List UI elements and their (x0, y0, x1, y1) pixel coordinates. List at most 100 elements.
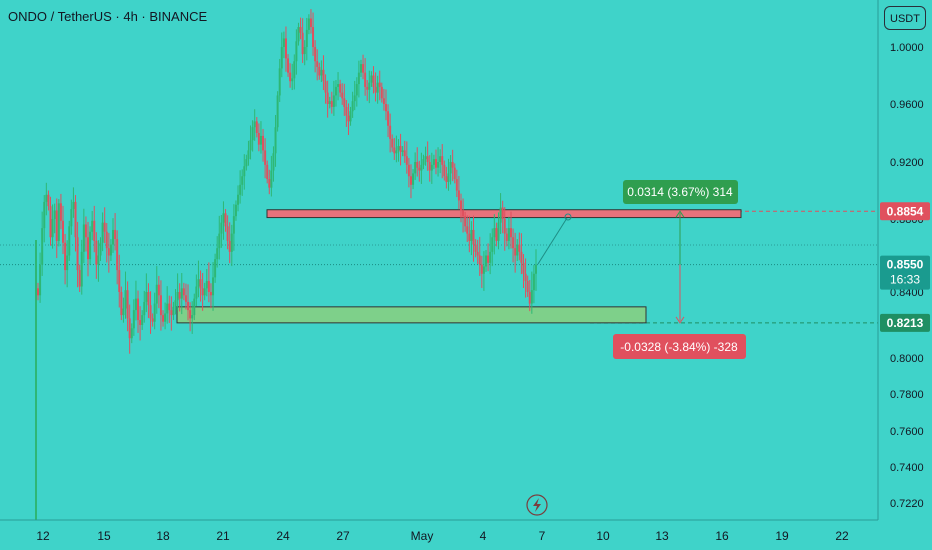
candle-body (449, 162, 452, 174)
candle (503, 207, 506, 251)
candle (264, 138, 267, 179)
candle (209, 283, 212, 309)
currency-unit-button[interactable]: USDT (884, 6, 926, 30)
candle (501, 200, 504, 234)
candle (428, 155, 431, 182)
candle (441, 144, 444, 179)
candle (195, 274, 198, 307)
candle-body (178, 292, 181, 299)
candle (397, 139, 400, 162)
candle (93, 205, 96, 253)
candle (114, 213, 117, 251)
candle (328, 96, 331, 109)
candle (307, 14, 310, 35)
candle-body (205, 281, 208, 289)
candle (68, 220, 71, 261)
candle (309, 9, 312, 34)
candle-body (505, 233, 508, 241)
candle-body (493, 228, 496, 238)
price-tick-label: 1.0000 (890, 42, 924, 54)
candle (37, 282, 39, 301)
candle-body (282, 38, 285, 47)
candle (530, 271, 533, 314)
candle (466, 215, 469, 242)
candle-body (180, 288, 183, 299)
candle-body (409, 176, 412, 185)
candle-body (266, 164, 269, 180)
candle-body (43, 201, 46, 229)
candle (157, 275, 160, 309)
candle (284, 26, 287, 72)
gain-measure[interactable]: 0.0314 (3.67%) 314 (623, 180, 738, 265)
candle-body (239, 184, 242, 195)
loss-measure[interactable]: -0.0328 (-3.84%) -328 (613, 264, 746, 359)
candle (507, 216, 510, 250)
candle-body (337, 84, 340, 87)
time-tick-label: 10 (596, 529, 610, 543)
candle (293, 54, 296, 90)
candle-body (234, 204, 237, 217)
candle-body (39, 264, 42, 296)
candle (524, 258, 527, 298)
candle (324, 74, 327, 104)
candle-body (268, 179, 271, 188)
candle (116, 230, 119, 285)
candle (447, 158, 450, 191)
candle (526, 275, 529, 297)
candle (159, 280, 162, 331)
resistance-zone[interactable] (266, 209, 742, 219)
candle (384, 89, 387, 121)
candle (432, 154, 435, 170)
candle (53, 203, 56, 234)
candle-body (291, 78, 294, 82)
time-tick-label: 12 (36, 529, 50, 543)
candle (268, 169, 271, 195)
candle-body (401, 150, 404, 152)
candle-body (230, 233, 233, 252)
candle (518, 232, 521, 261)
candle-body (307, 18, 310, 30)
candle-body (164, 313, 167, 322)
candle (305, 17, 308, 61)
candle-body (289, 72, 292, 82)
support-zone[interactable] (176, 306, 647, 324)
candle-body (241, 176, 244, 185)
candle (112, 218, 115, 253)
candle (222, 201, 225, 240)
candle (297, 22, 300, 46)
candle-body (105, 231, 108, 249)
candle (141, 310, 144, 330)
candle-body (418, 167, 421, 171)
candle-body (182, 288, 185, 296)
candle-body (151, 318, 154, 322)
candle (259, 121, 262, 154)
candle-body (93, 220, 96, 241)
candle (330, 91, 333, 114)
candle (132, 299, 135, 336)
candle (316, 49, 319, 81)
candle-body (191, 315, 194, 319)
grid (0, 210, 878, 324)
candle-body (87, 237, 90, 260)
candle-body (91, 220, 94, 232)
candle-body (278, 68, 281, 96)
candle-body (443, 164, 446, 177)
candle-body (512, 237, 515, 249)
candle (318, 62, 321, 80)
candle-body (349, 111, 352, 122)
candle (151, 313, 154, 327)
candle (480, 255, 483, 288)
candle-body (259, 135, 262, 145)
candle (407, 157, 410, 188)
candle (362, 54, 365, 80)
candle-body (422, 159, 425, 165)
candle (241, 169, 244, 196)
candle (82, 208, 85, 264)
gain-label-box (623, 180, 738, 204)
lightning-icon[interactable] (526, 494, 548, 516)
candle-body (255, 121, 258, 133)
candle (476, 239, 479, 264)
